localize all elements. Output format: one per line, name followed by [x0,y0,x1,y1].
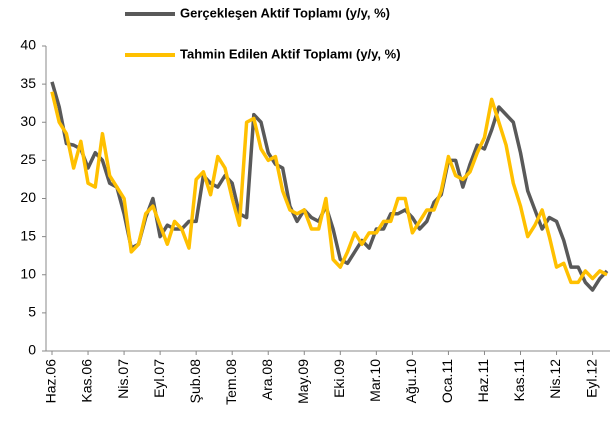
y-tick-label: 15 [20,227,36,243]
y-tick-label: 0 [28,342,36,358]
x-tick-label: Tem.08 [223,359,239,405]
x-tick-label: Nis.12 [547,359,563,399]
y-tick-label: 5 [28,304,36,320]
legend-label: Gerçekleşen Aktif Toplamı (y/y, %) [180,5,390,20]
legend-label: Tahmin Edilen Aktif Toplamı (y/y, %) [180,46,401,61]
x-tick-label: Haz.11 [475,359,491,403]
x-tick-label: May.09 [295,359,311,404]
x-tick-label: Haz.06 [43,359,59,404]
y-tick-label: 30 [20,113,36,129]
series-line [50,81,609,292]
x-tick-label: Eki.09 [331,359,347,398]
series-line [50,91,608,285]
x-tick-label: Mar.10 [367,359,383,402]
y-tick-label: 20 [20,189,36,205]
y-tick-label: 10 [20,265,36,281]
y-tick-label: 25 [20,151,36,167]
x-tick-label: Eyl.07 [151,359,167,398]
x-tick-label: Ağu.10 [403,359,419,404]
x-tick-label: Eyl.12 [583,359,599,398]
x-tick-label: Nis.07 [115,359,131,399]
y-tick-label: 40 [20,37,36,53]
x-tick-label: Şub.08 [187,359,203,404]
x-tick-label: Kas.11 [511,359,527,402]
y-tick-label: 35 [20,75,36,91]
x-tick-label: Oca.11 [439,359,455,403]
x-tick-label: Ara.08 [259,359,275,400]
x-tick-label: Kas.06 [79,359,95,403]
